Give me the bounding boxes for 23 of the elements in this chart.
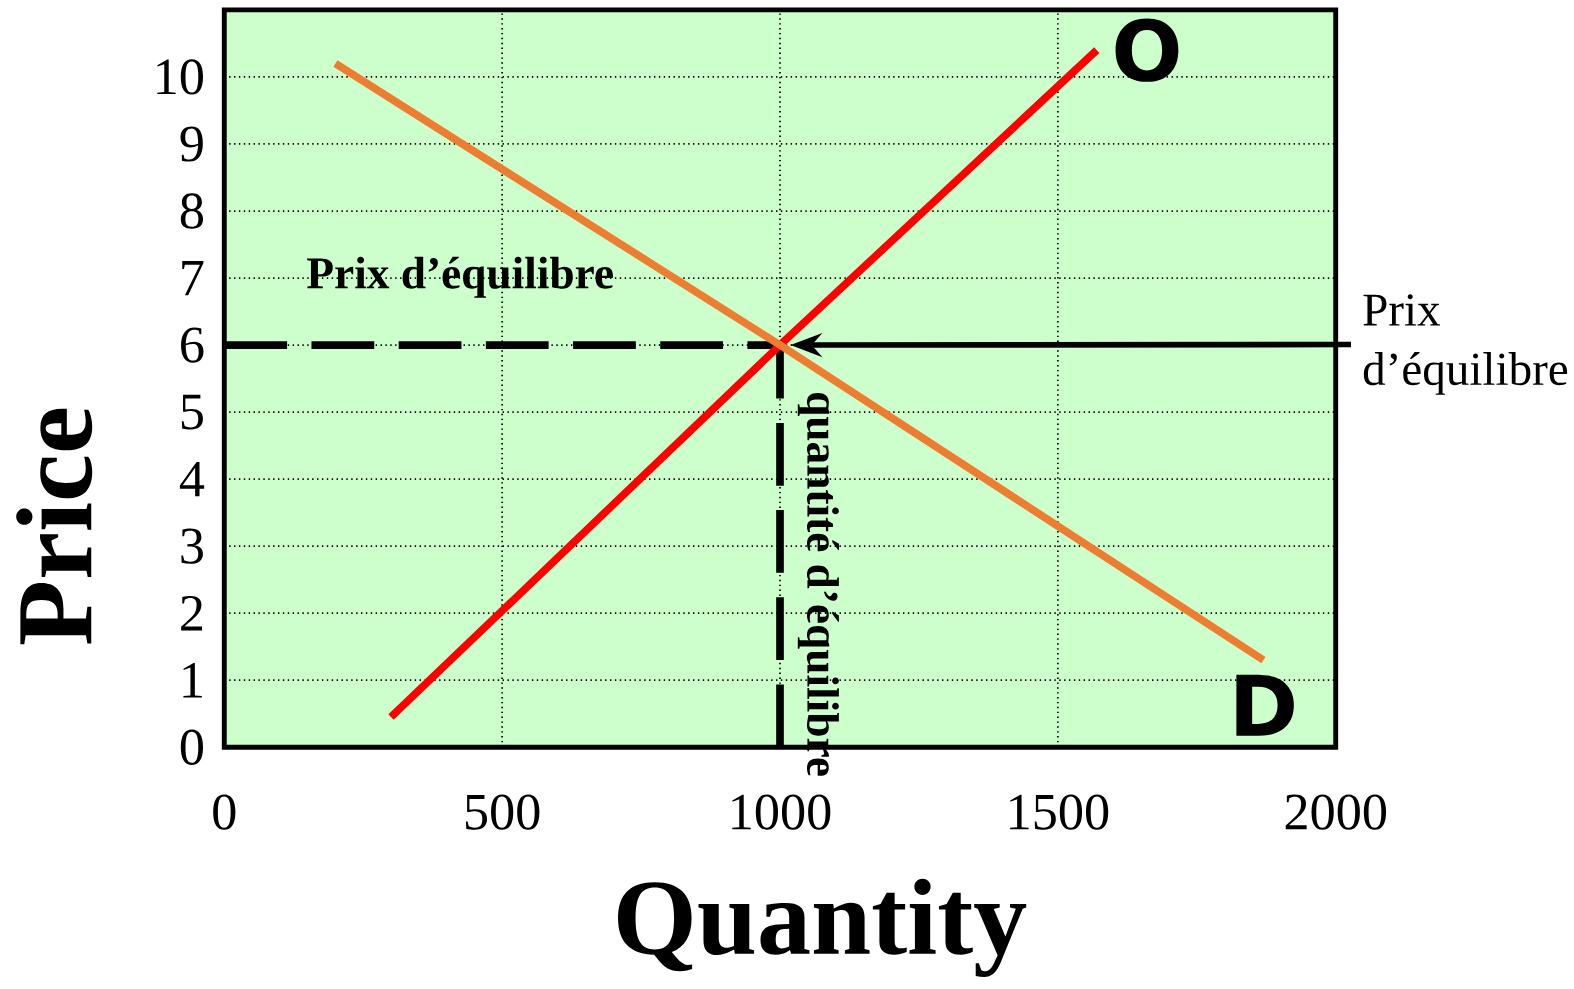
y-tick-label: 7 [182,261,204,296]
series-label: D [1236,674,1294,736]
y-tick-label: 5 [181,394,203,430]
x-tick-label: 1000 [732,794,831,830]
y-tick-label: 2 [181,596,203,631]
y-axis-title: Price [16,408,93,645]
ref-line-label: quantité d’équilibre [797,393,839,776]
y-tick-label: 10 [157,59,203,95]
text: Prix d’équilibre [1363,294,1568,395]
x-tick-label: 2000 [1285,794,1387,830]
y-tick-label: 1 [183,663,202,698]
series-label: O [1115,18,1179,82]
x-tick-label: 0 [213,794,236,830]
y-tick-label: 4 [179,462,205,497]
ref-line-label: Prix d’équilibre [307,256,613,299]
y-tick-label: 3 [181,528,203,564]
y-tick-label: 0 [180,729,203,766]
y-tick-label: 9 [180,126,203,162]
y-tick-label: 6 [181,327,204,363]
x-tick-label: 1500 [1010,794,1109,830]
y-tick-label: 8 [180,193,203,229]
x-axis-title: Quantity [618,878,1027,978]
x-tick-label: 500 [465,794,540,830]
